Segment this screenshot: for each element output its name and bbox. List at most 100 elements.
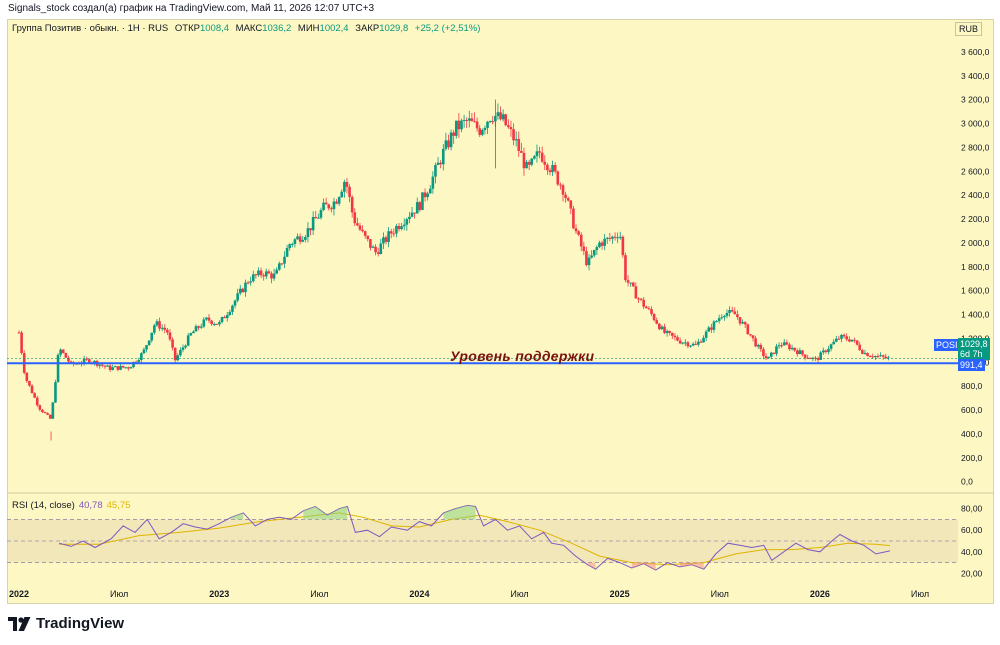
x-tick-label: Июл (510, 589, 528, 599)
candle-body (61, 349, 65, 353)
candle-body (147, 340, 151, 346)
candle-body (715, 321, 718, 323)
candle-body (335, 201, 338, 204)
candle-body (874, 356, 877, 358)
candle-body (220, 316, 224, 323)
candle-body (785, 342, 789, 345)
candle-body (598, 242, 601, 248)
candle-body (93, 360, 96, 363)
price-tick-label: 1 600,0 (961, 286, 990, 296)
candle-body (556, 171, 560, 185)
rsi-overbought-fill (443, 508, 456, 520)
candle-body (145, 345, 148, 350)
candle-body (103, 365, 107, 367)
candle-body (470, 118, 474, 122)
candle-body (848, 339, 851, 342)
candle-body (754, 338, 757, 347)
price-tick-label: 2 800,0 (961, 142, 990, 152)
candle-body (650, 309, 653, 314)
candle-body (267, 271, 271, 274)
candle-body (444, 140, 448, 149)
candle-body (756, 344, 760, 347)
x-tick-label: Июл (110, 589, 128, 599)
candle-body (767, 356, 770, 359)
currency-selector[interactable]: RUB (955, 22, 983, 36)
rsi-overbought-fill (231, 512, 244, 520)
candle-body (600, 242, 604, 246)
candle-body (415, 202, 419, 214)
candle-body (530, 158, 534, 165)
rsi-overbought-fill (455, 505, 468, 520)
candle-body (676, 337, 679, 341)
candle-body (749, 334, 752, 336)
candle-body (353, 212, 357, 224)
candle-body (322, 202, 325, 211)
candle-body (507, 125, 510, 128)
candle-body (202, 319, 206, 327)
candle-body (798, 350, 802, 355)
candle-body (205, 317, 208, 320)
candle-body (881, 355, 885, 357)
candle-body (710, 327, 713, 330)
candle-body (780, 345, 783, 347)
legend-open-label: ОТКР (174, 23, 200, 34)
candle-body (491, 121, 495, 123)
candle-body (449, 132, 453, 148)
candle-body (293, 239, 297, 244)
rsi-legend[interactable]: RSI (14, close) 40,78 45,75 (12, 500, 130, 511)
candle-body (212, 323, 216, 325)
candle-body (452, 132, 455, 136)
candle-body (207, 317, 211, 321)
candle-body (629, 282, 632, 284)
candle-body (85, 358, 88, 360)
price-tick-label: 2 000,0 (961, 238, 990, 248)
candle-body (546, 164, 549, 171)
candle-body (332, 201, 336, 210)
candle-body (20, 332, 23, 354)
price-tick-label: 2 400,0 (961, 190, 990, 200)
candle-body (871, 356, 875, 358)
tradingview-logo-icon (8, 616, 31, 631)
candle-body (330, 208, 333, 210)
candle-body (382, 237, 385, 244)
candle-body (590, 255, 593, 258)
candle-body (793, 347, 796, 351)
footer-brand[interactable]: TradingView (8, 615, 124, 632)
legend-high-value: 1036,2 (262, 23, 292, 34)
x-tick-label: 2025 (610, 589, 630, 599)
candle-body (441, 148, 445, 165)
candle-body (215, 323, 219, 325)
candle-body (736, 314, 739, 318)
last-price-value: 1029,8 (960, 339, 988, 349)
candle-body (509, 127, 513, 130)
candle-body (527, 162, 531, 165)
candle-body (704, 331, 708, 338)
candle-body (483, 127, 487, 131)
candle-body (33, 393, 36, 398)
rsi-legend-value: 40,78 (78, 500, 103, 511)
rsi-tick-label: 80,00 (961, 504, 983, 514)
candle-body (782, 342, 786, 346)
candle-body (814, 357, 817, 359)
candle-body (564, 194, 567, 199)
candle-body (684, 342, 687, 344)
candle-body (613, 236, 617, 238)
candle-body (46, 413, 49, 415)
candle-body (538, 151, 541, 153)
candle-body (551, 164, 554, 173)
candle-body (832, 341, 835, 345)
candle-body (751, 335, 755, 339)
candle-body (343, 181, 346, 192)
candle-body (176, 355, 180, 361)
candle-body (689, 345, 692, 347)
candle-body (533, 156, 536, 159)
symbol-legend[interactable]: Группа Позитив · обыкн. · 1Н · RUS ОТКР1… (12, 23, 480, 34)
candle-body (574, 228, 578, 232)
candle-body (197, 326, 200, 328)
x-tick-label: 2023 (209, 589, 229, 599)
candle-body (101, 364, 104, 366)
candle-body (535, 151, 539, 157)
candle-body (236, 293, 239, 301)
x-tick-label: Июл (711, 589, 729, 599)
rsi-overbought-fill (315, 506, 328, 520)
